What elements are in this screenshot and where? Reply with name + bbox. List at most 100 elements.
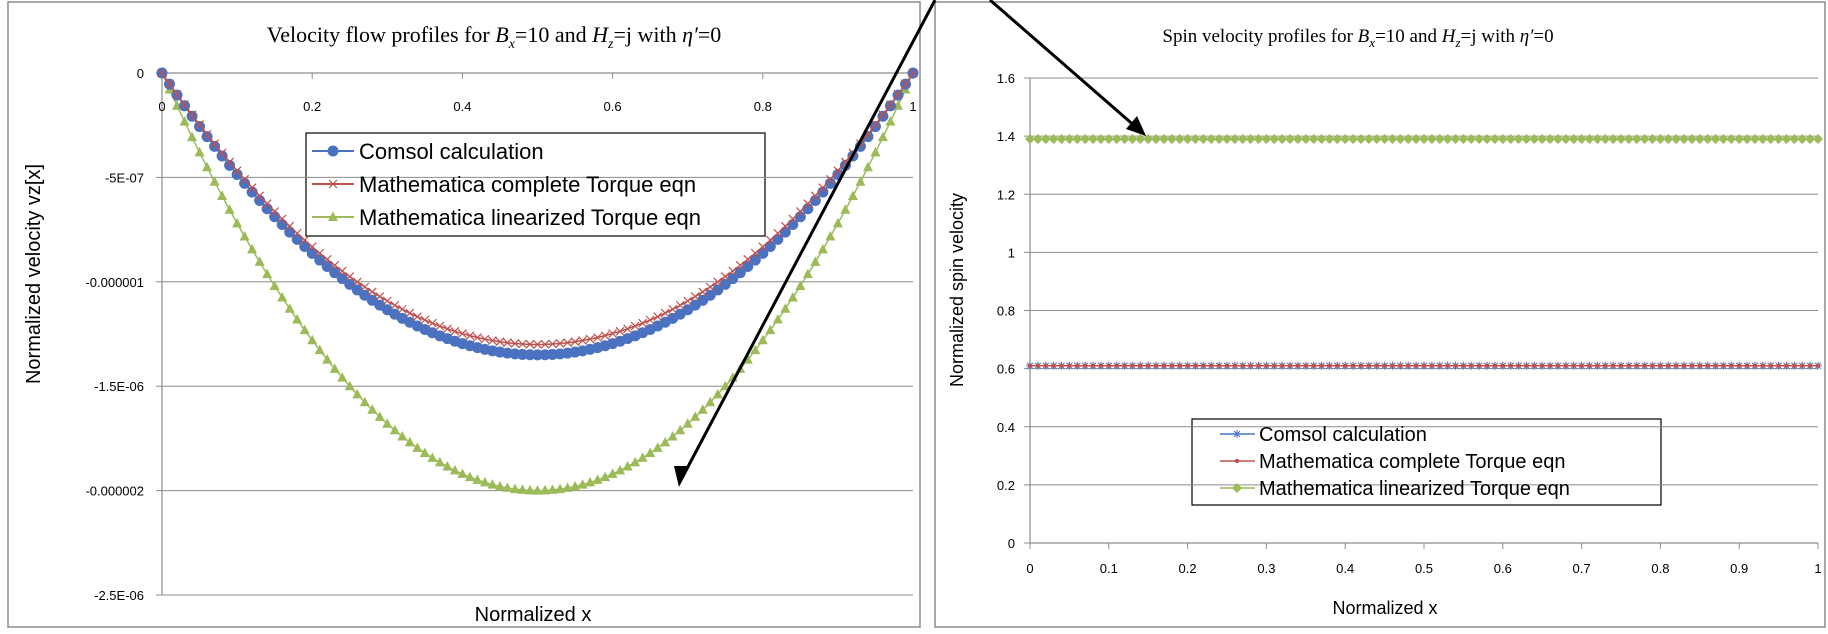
left-data-point xyxy=(306,247,318,259)
left-data-point xyxy=(600,471,611,482)
left-legend-swatch-marker xyxy=(328,179,338,189)
right-data-point xyxy=(1461,363,1466,368)
left-data-point xyxy=(457,468,468,478)
right-legend-label: Mathematica linearized Torque eqn xyxy=(1259,478,1570,500)
left-data-point xyxy=(562,482,573,492)
left-data-point xyxy=(719,278,731,290)
left-data-point xyxy=(397,430,408,441)
left-data-point xyxy=(825,231,836,241)
right-data-point xyxy=(1127,134,1138,145)
left-data-point xyxy=(480,334,490,344)
right-data-point xyxy=(1671,134,1682,145)
left-data-point xyxy=(495,337,505,347)
left-data-point xyxy=(195,120,204,129)
left-data-point xyxy=(240,174,250,184)
left-y-tick-label: -1.5E-06 xyxy=(94,379,144,394)
right-y-tick-label: 1 xyxy=(1008,245,1015,260)
left-data-point xyxy=(637,452,648,462)
right-data-point xyxy=(1532,363,1537,368)
left-legend xyxy=(305,132,766,237)
left-data-point xyxy=(239,177,251,189)
left-data-point xyxy=(210,139,219,149)
right-x-tick-label: 0.7 xyxy=(1573,561,1591,576)
right-data-point xyxy=(1248,363,1253,368)
left-data-point xyxy=(794,211,806,223)
right-data-point xyxy=(1702,134,1713,145)
left-data-point xyxy=(893,89,903,99)
right-data-point xyxy=(1792,363,1797,368)
left-data-point xyxy=(630,321,640,331)
right-data-point xyxy=(1773,134,1784,145)
right-data-point xyxy=(1497,134,1508,145)
right-data-point xyxy=(1193,363,1198,368)
left-data-point xyxy=(217,190,228,200)
right-data-point xyxy=(1390,363,1395,368)
right-data-point xyxy=(1437,363,1442,368)
left-legend-label: Comsol calculation xyxy=(359,139,544,164)
right-data-point xyxy=(1035,363,1041,368)
arrow-to-velocity-curve xyxy=(680,0,937,479)
right-data-point xyxy=(1371,134,1382,145)
left-data-point xyxy=(660,436,671,447)
right-chart-title: Spin velocity profiles for Bx=10 and Hz=… xyxy=(1162,26,1553,50)
right-data-point xyxy=(1059,363,1064,368)
right-data-point xyxy=(1450,134,1461,145)
left-data-point xyxy=(818,183,828,193)
right-data-point xyxy=(1413,363,1419,368)
left-data-point xyxy=(337,372,348,382)
right-data-point xyxy=(1214,134,1225,145)
left-series-1 xyxy=(156,67,919,361)
right-data-point xyxy=(1521,134,1532,145)
left-data-point xyxy=(645,447,656,458)
left-data-point xyxy=(720,272,730,282)
left-data-point xyxy=(344,380,355,391)
left-data-point xyxy=(622,461,633,471)
left-data-point xyxy=(690,292,700,301)
right-data-point xyxy=(1201,363,1206,368)
right-data-point xyxy=(1421,363,1427,368)
left-data-point xyxy=(825,174,835,184)
right-data-point xyxy=(1595,363,1600,368)
left-data-point xyxy=(209,176,220,186)
right-data-point xyxy=(1639,134,1650,145)
left-data-point xyxy=(878,110,888,120)
left-data-point xyxy=(277,292,288,302)
left-data-point xyxy=(712,284,724,296)
left-data-point xyxy=(600,331,610,341)
left-data-point xyxy=(465,331,475,341)
right-data-point xyxy=(1800,363,1805,368)
right-data-point xyxy=(1776,363,1781,368)
left-data-point xyxy=(653,312,663,322)
left-data-point xyxy=(494,480,505,491)
left-data-point xyxy=(787,292,798,302)
left-data-point xyxy=(464,471,475,482)
right-data-point xyxy=(1721,363,1726,368)
left-data-point xyxy=(615,326,625,336)
right-data-point xyxy=(1742,134,1753,145)
right-legend-label: Mathematica complete Torque eqn xyxy=(1259,451,1565,473)
left-data-point xyxy=(390,300,400,310)
right-data-point xyxy=(1269,134,1280,145)
left-data-point xyxy=(540,484,551,495)
right-data-point xyxy=(1398,363,1403,368)
right-data-point xyxy=(1718,134,1729,145)
left-data-point xyxy=(847,190,858,200)
right-data-point xyxy=(1781,134,1792,145)
left-data-point xyxy=(750,248,760,258)
right-data-point xyxy=(1608,134,1619,145)
right-data-point xyxy=(1056,134,1067,145)
right-data-point xyxy=(1789,134,1800,145)
right-data-point xyxy=(1403,134,1414,145)
left-data-point xyxy=(187,131,198,142)
right-legend-swatch-marker xyxy=(1232,483,1242,493)
right-data-point xyxy=(1332,134,1343,145)
left-data-point xyxy=(832,217,843,228)
right-legend-entries: Comsol calculation Mathematica complete T… xyxy=(1220,424,1570,500)
left-legend-swatch-marker xyxy=(328,211,338,221)
right-data-point xyxy=(1626,363,1632,368)
right-data-point xyxy=(1209,363,1214,368)
right-data-point xyxy=(1513,134,1524,145)
left-data-point xyxy=(277,214,287,224)
left-data-point xyxy=(690,411,701,421)
